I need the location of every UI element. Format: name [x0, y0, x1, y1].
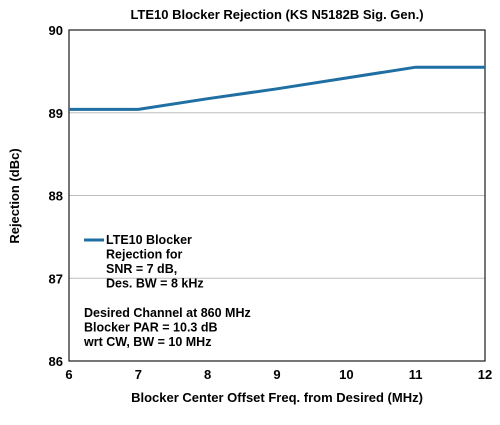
y-tick-label: 87	[49, 271, 63, 286]
legend-line: SNR = 7 dB,	[106, 262, 177, 276]
legend-line: LTE10 Blocker	[106, 233, 192, 247]
y-tick-label: 90	[49, 23, 63, 38]
legend-line: Rejection for	[106, 248, 183, 262]
series-line	[69, 65, 485, 111]
plot-frame	[68, 29, 486, 362]
annotation-line: Blocker PAR = 10.3 dB	[84, 321, 218, 335]
legend-line: Des. BW = 8 kHz	[106, 277, 204, 291]
y-axis-label: Rejection (dBc)	[7, 148, 22, 243]
series-layer	[69, 65, 485, 111]
chart-annotation: Desired Channel at 860 MHz Blocker PAR = …	[83, 306, 251, 349]
x-tick-label: 8	[204, 367, 211, 382]
x-tick-label: 6	[65, 367, 72, 382]
y-tick-label: 88	[49, 189, 63, 204]
annotation-line: Desired Channel at 860 MHz	[84, 306, 251, 320]
x-tick-label: 11	[409, 367, 423, 382]
legend-entry: LTE10 Blocker Rejection for SNR = 7 dB, Des…	[106, 233, 204, 291]
chart-title: LTE10 Blocker Rejection (KS N5182B Sig. …	[130, 7, 423, 22]
legend: LTE10 Blocker Rejection for SNR = 7 dB, Des…	[84, 233, 204, 291]
y-tick-labels: 86 87 88 89 90	[49, 23, 63, 369]
x-tick-label: 9	[273, 367, 280, 382]
annotation-line: wrt CW, BW = 10 MHz	[83, 335, 211, 349]
x-tick-label: 12	[478, 367, 492, 382]
x-axis-label: Blocker Center Offset Freq. from Desired…	[131, 390, 423, 405]
y-tick-label: 89	[49, 106, 63, 121]
x-tick-labels: 6 7 8 9 10 11 12	[65, 367, 492, 382]
x-tick-label: 10	[339, 367, 353, 382]
y-tick-label: 86	[49, 354, 63, 369]
x-tick-label: 7	[135, 367, 142, 382]
